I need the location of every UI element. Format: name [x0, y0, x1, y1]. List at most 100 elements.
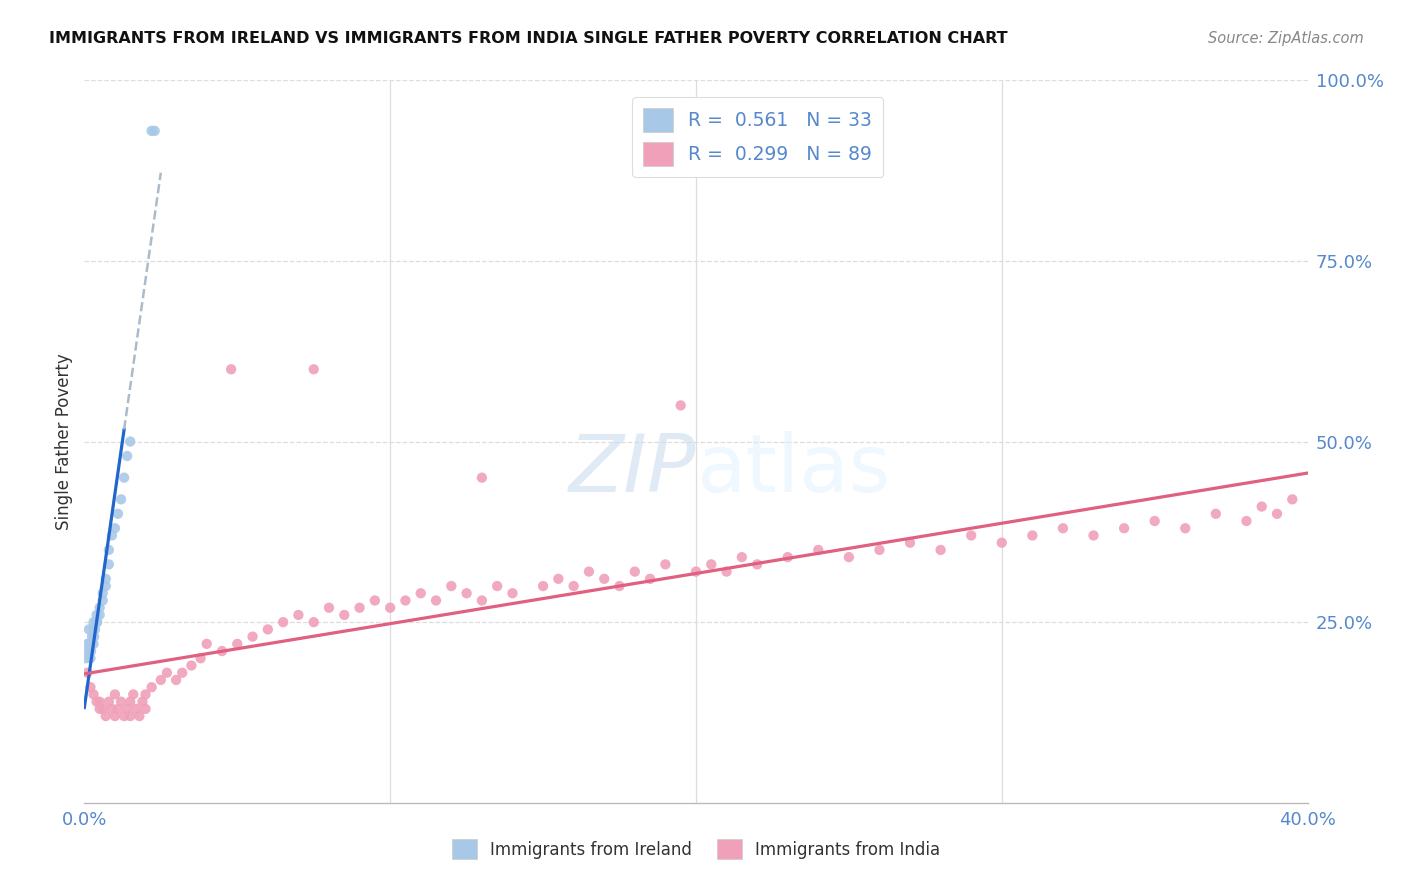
Point	[143, 124, 166, 138]
Point	[226, 637, 249, 651]
Point	[287, 607, 309, 622]
Point	[156, 665, 179, 680]
Point	[1236, 514, 1258, 528]
Point	[195, 637, 218, 651]
Point	[502, 586, 524, 600]
Point	[76, 637, 98, 651]
Point	[898, 535, 921, 549]
Point	[91, 586, 114, 600]
Point	[456, 586, 478, 600]
Point	[104, 687, 127, 701]
Point	[120, 695, 142, 709]
Point	[242, 630, 264, 644]
Point	[75, 651, 97, 665]
Point	[125, 702, 148, 716]
Text: ZIP: ZIP	[568, 432, 696, 509]
Point	[135, 687, 157, 701]
Point	[104, 709, 127, 723]
Point	[1021, 528, 1043, 542]
Point	[364, 593, 387, 607]
Point	[79, 651, 101, 665]
Point	[190, 651, 212, 665]
Point	[107, 702, 129, 716]
Point	[838, 550, 860, 565]
Point	[141, 680, 163, 694]
Point	[107, 507, 129, 521]
Point	[77, 644, 100, 658]
Point	[624, 565, 647, 579]
Point	[531, 579, 554, 593]
Point	[101, 528, 124, 542]
Point	[80, 630, 103, 644]
Point	[115, 702, 138, 716]
Point	[120, 709, 142, 723]
Point	[211, 644, 233, 658]
Point	[669, 398, 692, 412]
Point	[219, 362, 242, 376]
Point	[79, 637, 101, 651]
Point	[302, 615, 325, 630]
Text: IMMIGRANTS FROM IRELAND VS IMMIGRANTS FROM INDIA SINGLE FATHER POVERTY CORRELATI: IMMIGRANTS FROM IRELAND VS IMMIGRANTS FR…	[49, 31, 1008, 46]
Point	[83, 687, 105, 701]
Point	[747, 558, 769, 572]
Point	[271, 615, 294, 630]
Point	[112, 709, 135, 723]
Point	[471, 593, 494, 607]
Point	[731, 550, 754, 565]
Point	[807, 542, 830, 557]
Point	[1281, 492, 1303, 507]
Point	[91, 593, 114, 607]
Point	[776, 550, 799, 565]
Point	[991, 535, 1014, 549]
Point	[578, 565, 600, 579]
Point	[380, 600, 402, 615]
Point	[440, 579, 463, 593]
Legend: Immigrants from Ireland, Immigrants from India: Immigrants from Ireland, Immigrants from…	[451, 839, 941, 860]
Point	[1250, 500, 1272, 514]
Point	[1143, 514, 1166, 528]
Point	[128, 709, 150, 723]
Point	[110, 492, 132, 507]
Point	[716, 565, 738, 579]
Point	[86, 615, 108, 630]
Point	[83, 637, 105, 651]
Point	[97, 558, 120, 572]
Point	[83, 615, 105, 630]
Point	[409, 586, 432, 600]
Point	[172, 665, 194, 680]
Text: atlas: atlas	[696, 432, 890, 509]
Point	[80, 644, 103, 658]
Point	[89, 600, 111, 615]
Point	[83, 623, 105, 637]
Y-axis label: Single Father Poverty: Single Father Poverty	[55, 353, 73, 530]
Point	[869, 542, 891, 557]
Point	[86, 607, 108, 622]
Point	[1052, 521, 1074, 535]
Point	[257, 623, 280, 637]
Point	[333, 607, 356, 622]
Point	[1265, 507, 1288, 521]
Point	[141, 124, 163, 138]
Point	[97, 695, 120, 709]
Point	[165, 673, 187, 687]
Text: Source: ZipAtlas.com: Source: ZipAtlas.com	[1208, 31, 1364, 46]
Point	[77, 623, 100, 637]
Point	[638, 572, 661, 586]
Point	[1205, 507, 1227, 521]
Point	[104, 521, 127, 535]
Point	[302, 362, 325, 376]
Point	[425, 593, 447, 607]
Point	[79, 680, 101, 694]
Point	[471, 470, 494, 484]
Point	[1083, 528, 1105, 542]
Point	[84, 623, 107, 637]
Point	[89, 695, 111, 709]
Point	[94, 709, 117, 723]
Point	[609, 579, 631, 593]
Point	[115, 449, 138, 463]
Point	[349, 600, 371, 615]
Point	[486, 579, 509, 593]
Point	[120, 434, 142, 449]
Point	[929, 542, 952, 557]
Point	[89, 607, 111, 622]
